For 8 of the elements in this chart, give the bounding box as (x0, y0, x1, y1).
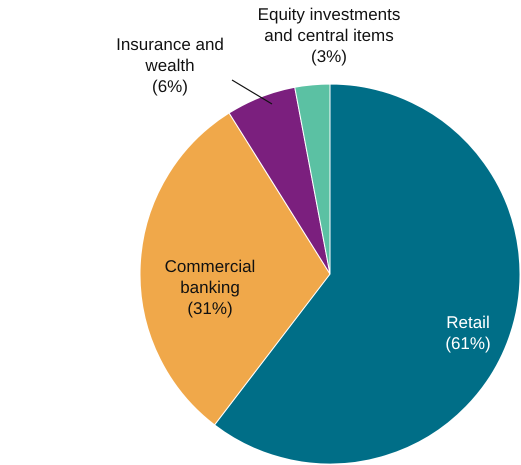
slice-label: Insurance and wealth (116, 35, 224, 75)
data-label: (31%) (187, 299, 233, 318)
slice-label: Commercial banking (164, 257, 256, 297)
data-label: (3%) (311, 47, 347, 66)
data-label: (61%) (445, 334, 491, 353)
slice-label: Retail (446, 313, 490, 332)
slice-label: Equity investments and central items (258, 5, 400, 45)
data-label: (6%) (152, 77, 188, 96)
